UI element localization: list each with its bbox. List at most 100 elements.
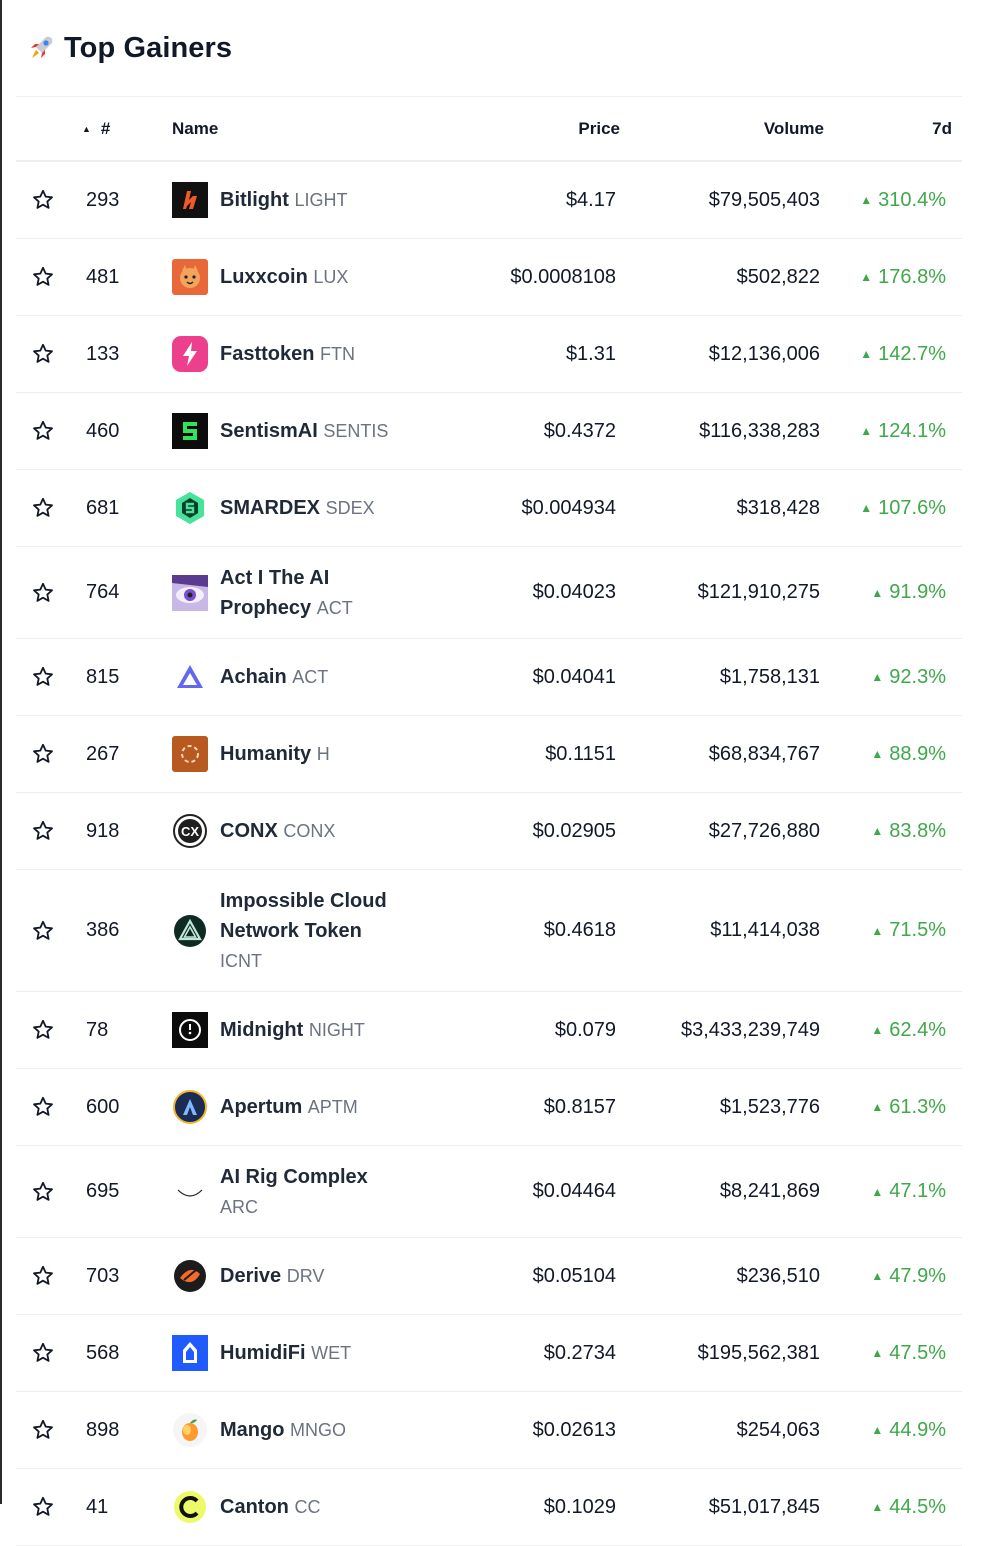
coin-symbol: LIGHT <box>294 190 348 210</box>
coin-name: Impossible Cloud <box>220 889 387 912</box>
humanity-logo <box>172 716 208 792</box>
volume-column-header[interactable]: Volume <box>763 118 824 138</box>
table-row[interactable]: 600 Apertum APTM $0.8157 $1,523,776 ▲ 61.3% <box>16 1069 962 1146</box>
table-row[interactable]: 386 Impossible Cloud Network Token ICNT $0.4… <box>16 870 962 992</box>
caret-up-icon: ▲ <box>871 1500 884 1514</box>
favorite-star-icon[interactable] <box>28 1069 58 1145</box>
coin-name-link[interactable]: CONX CONX <box>220 793 460 869</box>
table-row[interactable]: 267 Humanity H $0.1151 $68,834,767 ▲ 88.9% <box>16 716 962 793</box>
caret-up-icon: ▲ <box>860 424 873 438</box>
favorite-star-icon[interactable] <box>28 239 58 315</box>
page-title: Top Gainers <box>64 31 233 64</box>
coin-name-line2: Prophecy <box>220 596 312 619</box>
change-value: 71.5% <box>889 919 946 941</box>
caret-up-icon: ▲ <box>871 1269 884 1283</box>
favorite-star-icon[interactable] <box>28 162 58 238</box>
coin-name-link[interactable]: Mango MNGO <box>220 1392 460 1468</box>
favorite-star-icon[interactable] <box>28 393 58 469</box>
coin-name-link[interactable]: Derive DRV <box>220 1238 460 1314</box>
coin-name-link[interactable]: Humanity H <box>220 716 460 792</box>
name-column-header[interactable]: Name <box>172 118 219 138</box>
table-row[interactable]: 133 Fasttoken FTN $1.31 $12,136,006 ▲ 142.7% <box>16 316 962 393</box>
change-value: 44.5% <box>889 1495 946 1518</box>
favorite-star-icon[interactable] <box>28 1238 58 1314</box>
table-row[interactable]: 918 CX CONX CONX $0.02905 $27,726,880 ▲ 83.8% <box>16 793 962 870</box>
coin-price: $0.004934 <box>521 496 616 519</box>
coin-price: $0.04464 <box>532 1180 616 1202</box>
coin-name: Achain <box>220 666 287 688</box>
coin-name-link[interactable]: Achain ACT <box>220 639 460 715</box>
coin-7d-change: ▲ 88.9% <box>826 716 946 792</box>
favorite-star-icon[interactable] <box>28 639 58 715</box>
coin-name-link[interactable]: Apertum APTM <box>220 1069 460 1145</box>
coin-price: $1.31 <box>565 342 616 365</box>
coin-name-link[interactable]: Impossible Cloud Network Token ICNT <box>220 870 460 991</box>
table-row[interactable]: 481 Luxxcoin LUX $0.0008108 $502,822 ▲ 176.8% <box>16 239 962 316</box>
coin-name: SMARDEX <box>220 497 321 519</box>
coin-name-link[interactable]: Midnight NIGHT <box>220 992 460 1068</box>
coin-volume: $195,562,381 <box>697 1341 820 1364</box>
coin-symbol: CC <box>294 1497 321 1517</box>
favorite-star-icon[interactable] <box>28 870 58 991</box>
apertum-logo <box>172 1069 208 1145</box>
favorite-star-icon[interactable] <box>28 316 58 392</box>
coin-name-link[interactable]: Bitlight LIGHT <box>220 162 460 238</box>
coin-rank: 600 <box>86 1095 120 1118</box>
change-value: 142.7% <box>878 342 946 365</box>
table-row[interactable]: 764 Act I The AI Prophecy ACT $0.04023 $121,… <box>16 547 962 639</box>
rank-column-header[interactable]: ▲ # <box>82 118 111 138</box>
sort-asc-icon: ▲ <box>82 123 91 134</box>
coin-rank: 133 <box>86 342 120 365</box>
table-row[interactable]: 695 AI Rig Complex ARC $0.04464 $8,241,869 ▲ 4… <box>16 1146 962 1238</box>
coin-price: $0.04041 <box>532 665 616 688</box>
table-row[interactable]: 78 Midnight NIGHT $0.079 $3,433,239,749 ▲ 62.… <box>16 992 962 1069</box>
coin-name: CONX <box>220 820 278 842</box>
change-value: 91.9% <box>889 581 946 603</box>
table-row[interactable]: 898 Mango MNGO $0.02613 $254,063 ▲ 44.9% <box>16 1392 962 1469</box>
coin-symbol: FTN <box>320 344 356 364</box>
table-row[interactable]: 815 Achain ACT $0.04041 $1,758,131 ▲ 92.3% <box>16 639 962 716</box>
coin-name-link[interactable]: AI Rig Complex ARC <box>220 1146 460 1237</box>
price-column-header[interactable]: Price <box>578 118 620 138</box>
coin-name-link[interactable]: SMARDEX SDEX <box>220 470 460 546</box>
caret-up-icon: ▲ <box>860 501 873 515</box>
favorite-star-icon[interactable] <box>28 1315 58 1391</box>
favorite-star-icon[interactable] <box>28 1392 58 1468</box>
fasttoken-logo <box>172 316 208 392</box>
table-row[interactable]: 568 HumidiFi WET $0.2734 $195,562,381 ▲ 47.5% <box>16 1315 962 1392</box>
coin-name-link[interactable]: SentismAI SENTIS <box>220 393 460 469</box>
table-row[interactable]: 681 SMARDEX SDEX $0.004934 $318,428 ▲ 107.6% <box>16 470 962 547</box>
coin-7d-change: ▲ 62.4% <box>826 992 946 1068</box>
favorite-star-icon[interactable] <box>28 716 58 792</box>
favorite-star-icon[interactable] <box>28 992 58 1068</box>
coin-symbol: CONX <box>283 821 336 841</box>
favorite-star-icon[interactable] <box>28 1146 58 1237</box>
coin-rank: 386 <box>86 919 120 941</box>
coin-name-link[interactable]: Luxxcoin LUX <box>220 239 460 315</box>
table-row[interactable]: 41 Canton CC $0.1029 $51,017,845 ▲ 44.5% <box>16 1469 962 1546</box>
table-row[interactable]: 703 Derive DRV $0.05104 $236,510 ▲ 47.9% <box>16 1238 962 1315</box>
favorite-star-icon[interactable] <box>28 1469 58 1545</box>
coin-volume: $318,428 <box>736 496 820 519</box>
coin-volume: $51,017,845 <box>708 1495 820 1518</box>
favorite-star-icon[interactable] <box>28 793 58 869</box>
favorite-star-icon[interactable] <box>28 547 58 638</box>
table-row[interactable]: 460 SentismAI SENTIS $0.4372 $116,338,283 ▲ 1… <box>16 393 962 470</box>
coin-7d-change: ▲ 107.6% <box>826 470 946 546</box>
coin-price: $0.1029 <box>543 1495 616 1518</box>
table-row[interactable]: 293 Bitlight LIGHT $4.17 $79,505,403 ▲ 310.4% <box>16 162 962 239</box>
coin-name: Luxxcoin <box>220 266 308 288</box>
coin-volume: $68,834,767 <box>708 742 820 765</box>
change-value: 310.4% <box>878 188 946 211</box>
coin-name: HumidiFi <box>220 1342 306 1364</box>
7d-column-header[interactable]: 7d <box>932 118 952 138</box>
table-body: 293 Bitlight LIGHT $4.17 $79,505,403 ▲ 310.4%… <box>16 162 962 1546</box>
coin-name-link[interactable]: HumidiFi WET <box>220 1315 460 1391</box>
coin-name-line2: Network Token <box>220 919 362 942</box>
coin-7d-change: ▲ 92.3% <box>826 639 946 715</box>
coin-name-link[interactable]: Act I The AI Prophecy ACT <box>220 547 460 638</box>
favorite-star-icon[interactable] <box>28 470 58 546</box>
caret-up-icon: ▲ <box>871 1023 884 1037</box>
coin-name-link[interactable]: Fasttoken FTN <box>220 316 460 392</box>
coin-name: Midnight <box>220 1019 304 1041</box>
